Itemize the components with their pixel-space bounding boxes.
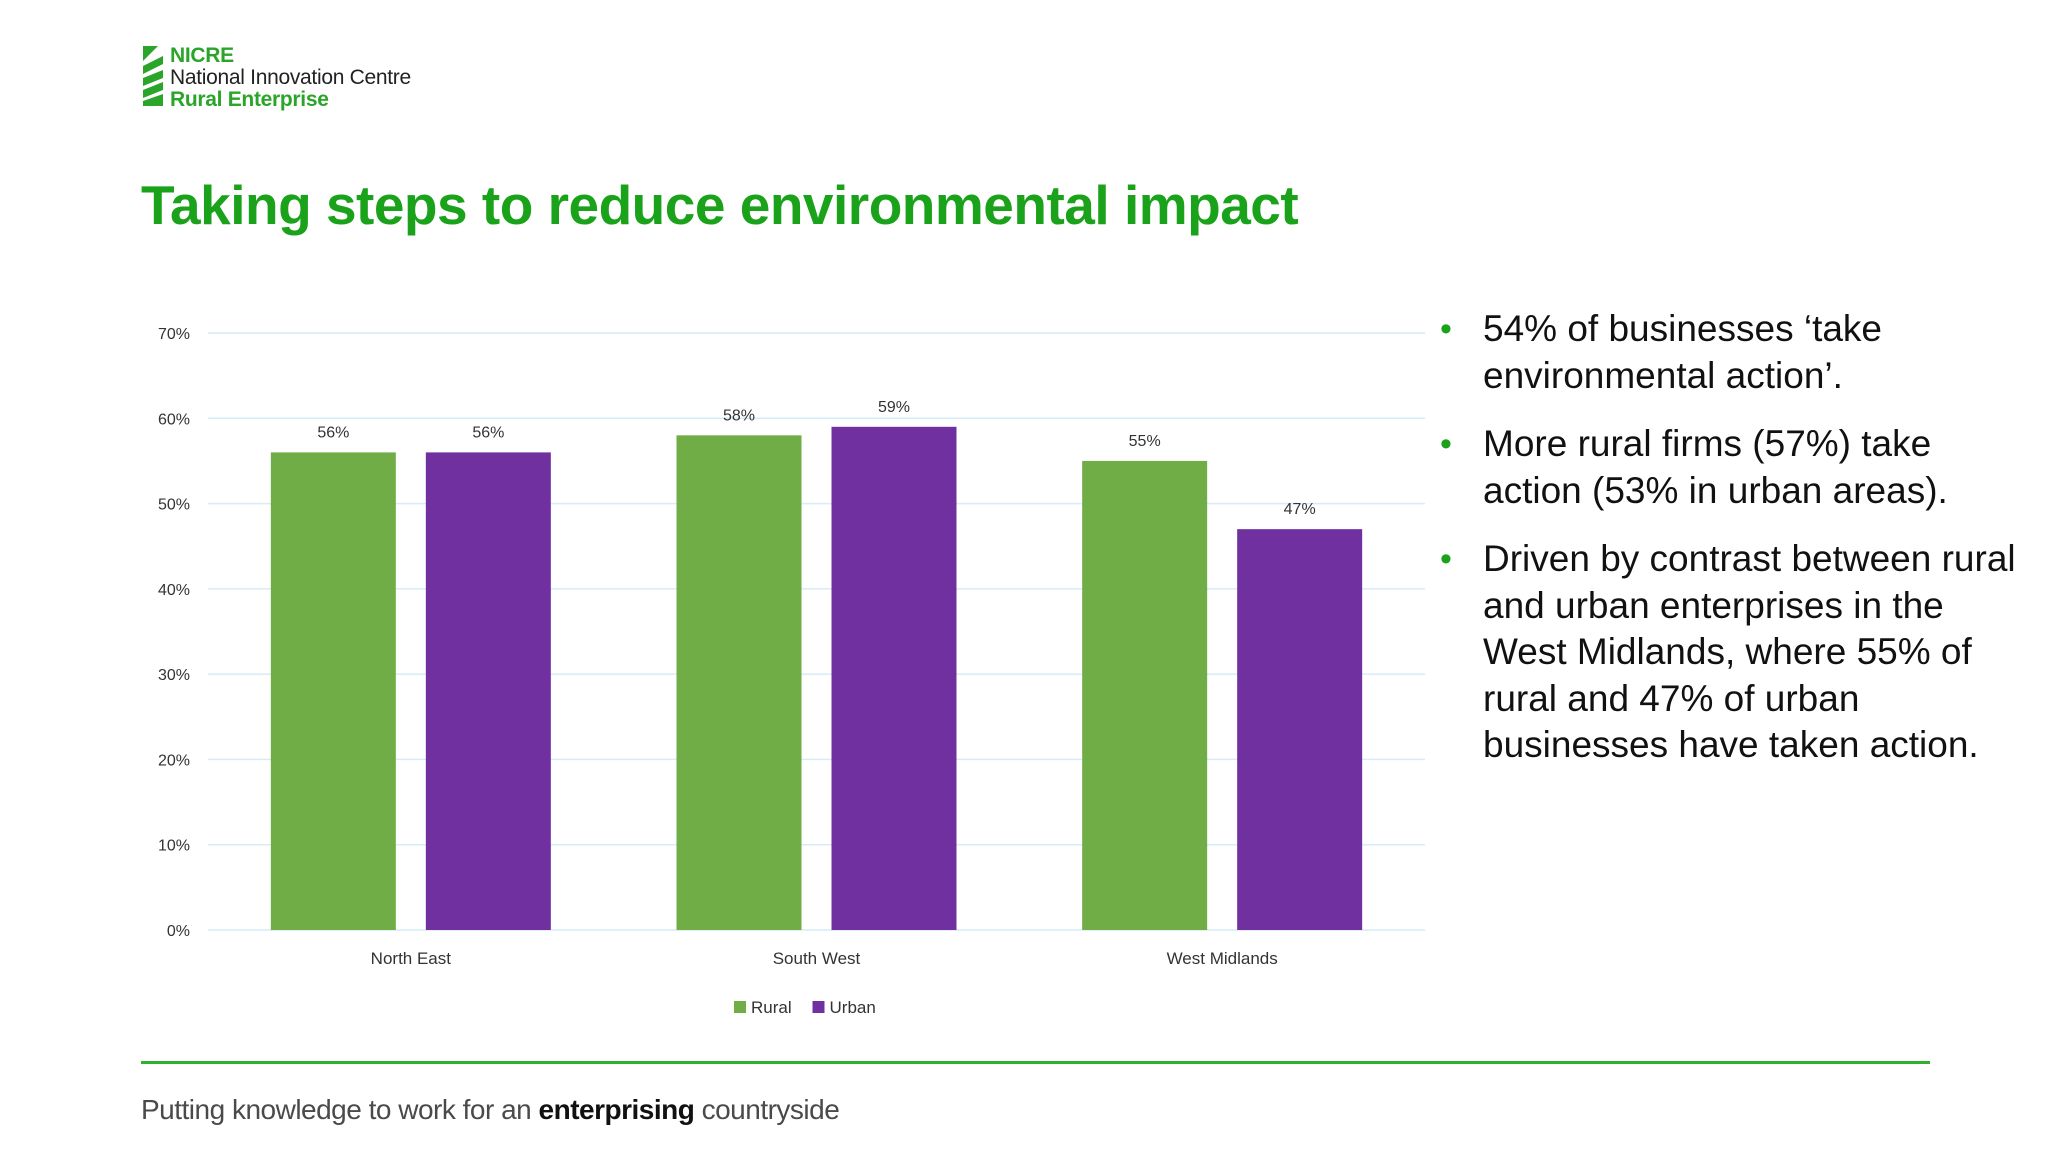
bullet-dot-icon: • [1440,425,1452,463]
legend-label-urban: Urban [830,998,876,1017]
bullet-list: • 54% of businesses ‘take environmental a… [1440,306,2030,791]
y-tick-label: 10% [158,838,190,855]
nicre-logo-mark-icon [143,46,163,106]
y-tick-label: 40% [158,582,190,599]
y-tick-label: 70% [158,326,190,343]
data-label: 56% [472,424,504,441]
data-label: 55% [1129,433,1161,450]
legend-swatch-urban [812,1001,825,1013]
footer-divider [141,1061,1930,1064]
y-tick-label: 20% [158,752,190,769]
x-tick-label: West Midlands [1167,949,1278,968]
bar-rural [676,435,802,930]
bar-urban [1237,529,1363,930]
tagline-start: Putting knowledge to work for an [141,1094,539,1125]
legend-swatch-rural [734,1001,746,1013]
logo-name-line-2: Rural Enterprise [170,88,329,111]
logo-name-line-1: National Innovation Centre [170,66,411,89]
slide-title: Taking steps to reduce environmental imp… [141,174,1299,236]
y-tick-label: 50% [158,497,190,514]
bar-urban [425,452,551,930]
data-label: 56% [317,424,349,441]
bullet-text: 54% of businesses ‘take environmental ac… [1483,308,1883,396]
footer-tagline: Putting knowledge to work for an enterpr… [141,1094,840,1126]
data-label: 47% [1284,501,1316,518]
bullet-dot-icon: • [1440,310,1452,348]
bullet-text: Driven by contrast between rural and urb… [1483,538,2016,765]
bar-urban [831,426,957,930]
bullet-dot-icon: • [1440,540,1452,578]
logo-acronym: NICRE [170,44,234,67]
tagline-end: countryside [694,1094,840,1125]
y-tick-label: 60% [158,411,190,428]
data-label: 59% [878,399,910,416]
bullet-item: • Driven by contrast between rural and ur… [1440,536,2030,769]
x-tick-label: North East [371,949,452,968]
bullet-text: More rural firms (57%) take action (53% … [1483,423,1948,511]
legend-label-rural: Rural [751,998,792,1017]
bullet-item: • 54% of businesses ‘take environmental a… [1440,306,2030,399]
data-label: 58% [723,407,755,424]
y-tick-label: 30% [158,667,190,684]
x-tick-label: South West [773,949,861,968]
nicre-logo: NICRE National Innovation Centre Rural E… [143,44,443,114]
bar-rural [270,452,396,930]
bullet-item: • More rural firms (57%) take action (53%… [1440,421,2030,514]
tagline-emphasis: enterprising [538,1094,695,1125]
bar-chart: 0% 10% 20% 30% 40% 50% 60% 70% 56% 56% North East 5… [158,326,1425,1017]
y-tick-label: 0% [167,923,190,940]
bar-rural [1082,460,1208,930]
